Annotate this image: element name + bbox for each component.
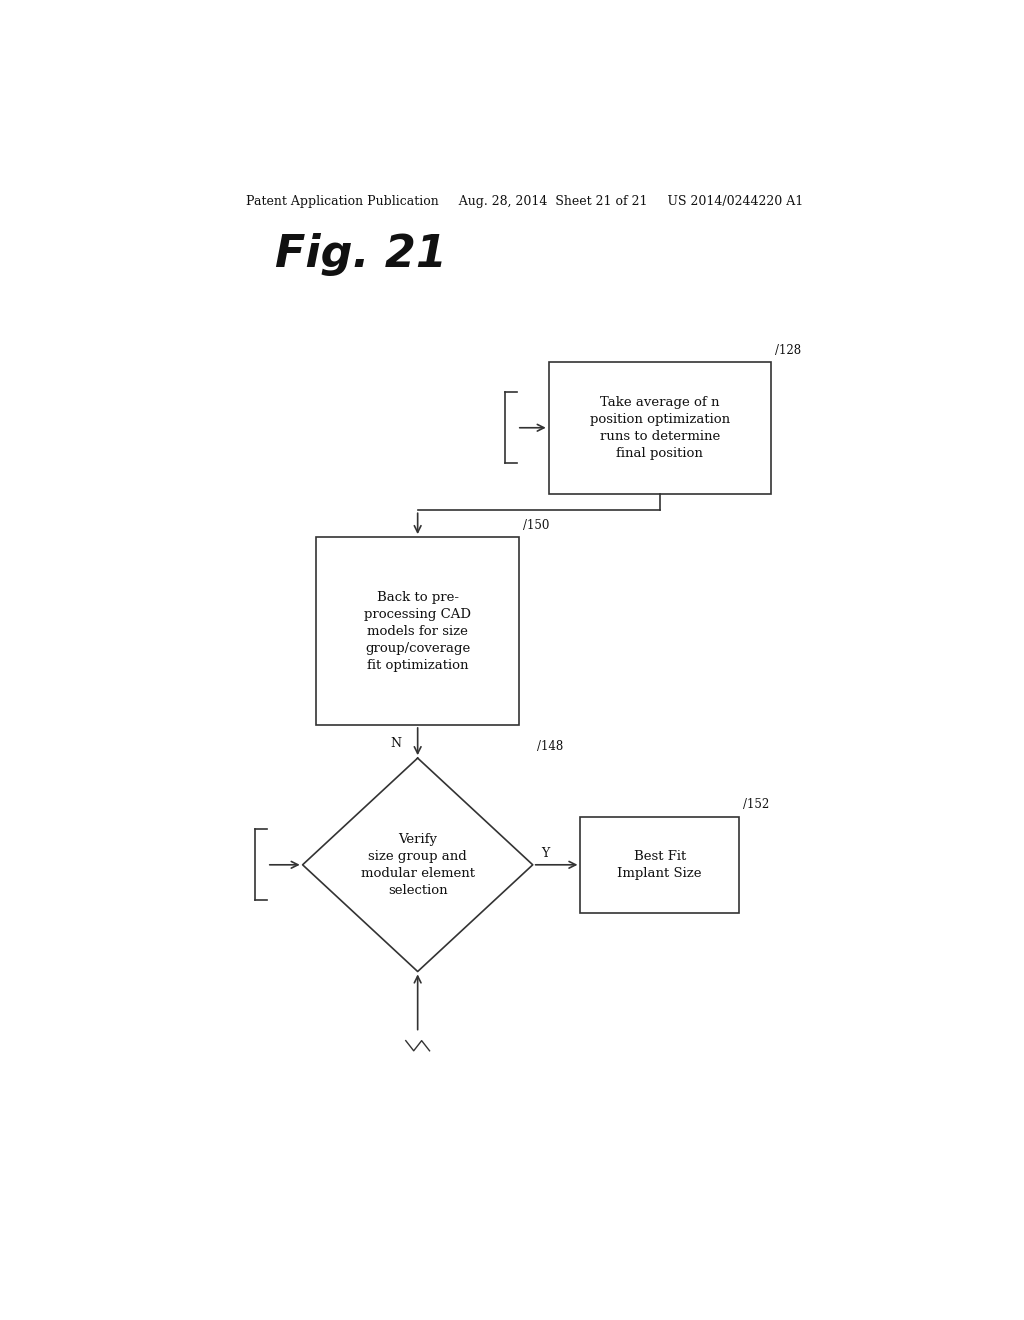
Bar: [549, 362, 771, 494]
Text: Verify
size group and
modular element
selection: Verify size group and modular element se…: [360, 833, 475, 896]
Text: /148: /148: [537, 741, 563, 752]
Bar: [316, 537, 519, 725]
Bar: [581, 817, 739, 913]
Text: N: N: [391, 737, 401, 750]
Text: Fig. 21: Fig. 21: [274, 234, 446, 276]
Text: Patent Application Publication     Aug. 28, 2014  Sheet 21 of 21     US 2014/024: Patent Application Publication Aug. 28, …: [246, 194, 804, 207]
Text: /150: /150: [523, 519, 549, 532]
Text: Best Fit
Implant Size: Best Fit Implant Size: [617, 850, 702, 880]
Text: Back to pre-
processing CAD
models for size
group/coverage
fit optimization: Back to pre- processing CAD models for s…: [365, 590, 471, 672]
Text: /128: /128: [775, 343, 801, 356]
Text: Take average of n
position optimization
runs to determine
final position: Take average of n position optimization …: [590, 396, 730, 459]
Text: Y: Y: [541, 846, 549, 859]
Text: /152: /152: [743, 799, 769, 812]
